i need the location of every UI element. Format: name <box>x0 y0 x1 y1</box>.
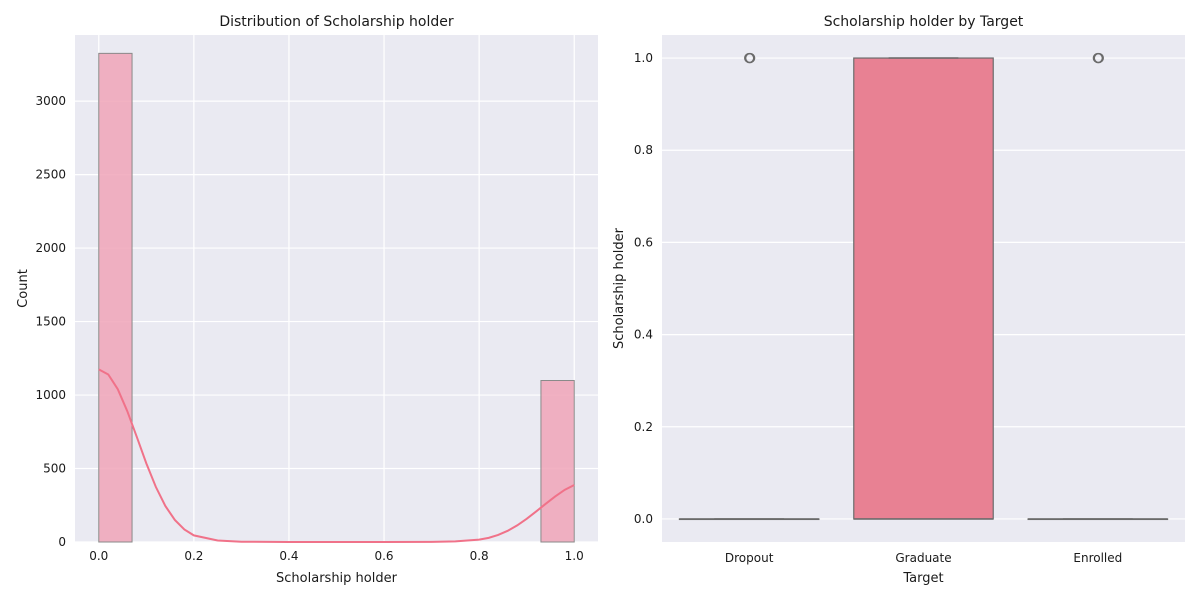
histogram-y-tick-label: 1500 <box>35 315 66 329</box>
boxplot-y-tick-label: 0.8 <box>634 143 653 157</box>
histogram-bar <box>98 52 133 543</box>
histogram-title: Distribution of Scholarship holder <box>219 14 454 30</box>
boxplot-y-tick-label: 1.0 <box>634 51 653 65</box>
histogram-x-axis-label: Scholarship holder <box>276 571 398 586</box>
histogram-y-tick-label: 2500 <box>35 168 66 182</box>
histogram-x-tick-label: 0.8 <box>470 549 489 563</box>
histogram-chart: 0.0 0.2 0.4 0.6 0.8 1.0 0 500 1000 1500 2000 2500 3… <box>16 14 598 586</box>
boxplot-y-tick-label: 0.6 <box>634 235 653 249</box>
histogram-y-tick-label: 3000 <box>35 94 66 108</box>
histogram-x-ticks: 0.0 0.2 0.4 0.6 0.8 1.0 <box>89 549 584 563</box>
histogram-x-tick-label: 0.6 <box>374 549 393 563</box>
boxplot-box-graduate <box>853 57 994 520</box>
boxplot-title: Scholarship holder by Target <box>824 14 1024 30</box>
histogram-bars <box>98 52 575 543</box>
histogram-plot-area <box>75 35 598 542</box>
histogram-y-axis-label: Count <box>16 269 31 308</box>
boxplot-outlier <box>745 52 756 64</box>
boxplot-box-dropout <box>678 52 820 521</box>
boxplot-box <box>853 57 994 520</box>
histogram-y-tick-label: 2000 <box>35 241 66 255</box>
histogram-kde-line <box>98 368 575 543</box>
boxplot-boxes <box>678 52 1169 521</box>
boxplot-x-axis-label: Target <box>902 571 943 586</box>
histogram-y-tick-label: 500 <box>43 462 66 476</box>
boxplot-x-tick-label: Graduate <box>895 551 951 565</box>
boxplot-y-tick-label: 0.0 <box>634 512 653 526</box>
histogram-bar <box>540 379 575 543</box>
boxplot-y-tick-label: 0.4 <box>634 328 653 342</box>
boxplot-y-ticks: 0.0 0.2 0.4 0.6 0.8 1.0 <box>634 51 653 526</box>
histogram-x-tick-label: 0.4 <box>279 549 298 563</box>
boxplot-x-tick-label: Enrolled <box>1073 551 1122 565</box>
boxplot-y-tick-label: 0.2 <box>634 420 653 434</box>
histogram-y-ticks: 0 500 1000 1500 2000 2500 3000 <box>35 94 66 549</box>
histogram-y-tick-label: 1000 <box>35 388 66 402</box>
boxplot-box-enrolled <box>1027 52 1169 521</box>
boxplot-y-axis-label: Scholarship holder <box>612 227 627 349</box>
histogram-x-tick-label: 0.0 <box>89 549 108 563</box>
histogram-y-tick-label: 0 <box>58 535 66 549</box>
boxplot-x-tick-label: Dropout <box>725 551 774 565</box>
boxplot-x-ticks: Dropout Graduate Enrolled <box>725 551 1122 565</box>
histogram-x-tick-label: 0.2 <box>184 549 203 563</box>
histogram-x-tick-label: 1.0 <box>565 549 584 563</box>
histogram-gridlines <box>75 35 598 543</box>
boxplot-outlier <box>1093 52 1104 64</box>
boxplot-chart: Dropout Graduate Enrolled 0.0 0.2 0.4 0.6 0.8 1… <box>612 14 1185 586</box>
